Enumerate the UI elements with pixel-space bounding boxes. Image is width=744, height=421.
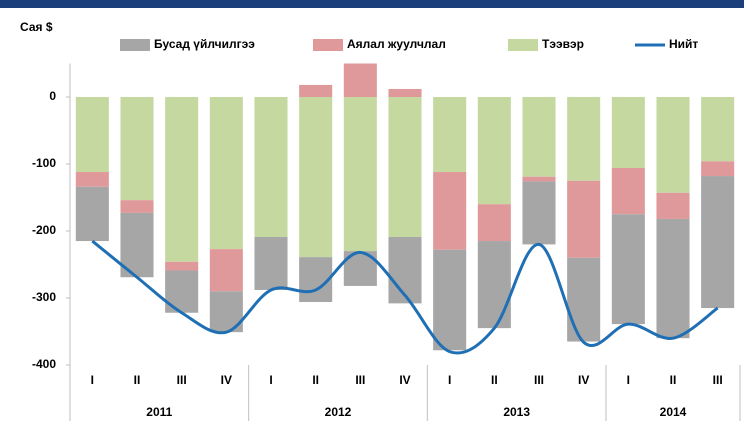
- bar-segment: [701, 97, 735, 162]
- x-tick-label: I: [91, 373, 94, 387]
- x-group-label: 2011: [146, 405, 172, 419]
- bar-segment: [75, 186, 109, 242]
- header-banner: [0, 0, 744, 8]
- bar-segment: [299, 84, 333, 97]
- bar-segment: [611, 214, 645, 325]
- bar-segment: [388, 88, 422, 97]
- total-line: [91, 239, 719, 355]
- bar-segment: [701, 176, 735, 309]
- x-group-label: 2012: [325, 405, 352, 419]
- bar-segment: [567, 97, 601, 181]
- x-tick-label: II: [670, 373, 677, 387]
- bar-segment: [209, 249, 243, 292]
- x-tick-label: I: [269, 373, 272, 387]
- bar-segment: [75, 97, 109, 173]
- bar-segment: [611, 168, 645, 215]
- bar-segment: [433, 97, 467, 173]
- x-tick-label: I: [627, 373, 630, 387]
- y-tick-label: -300: [32, 290, 56, 304]
- x-tick-label: III: [355, 373, 365, 387]
- bar-segment: [433, 172, 467, 250]
- bar-segment: [75, 172, 109, 187]
- bar-segment: [656, 192, 690, 219]
- bar-segment: [567, 180, 601, 258]
- legend-label: Бусад үйлчилгээ: [154, 37, 255, 51]
- bar-segment: [701, 161, 735, 177]
- bar-segment: [477, 204, 511, 242]
- x-tick-label: III: [177, 373, 187, 387]
- y-tick-label: -400: [32, 357, 56, 371]
- bar-segment: [388, 97, 422, 238]
- bar-segment: [343, 63, 377, 97]
- y-axis-label: Сая $: [20, 20, 53, 34]
- x-tick-label: III: [713, 373, 723, 387]
- bar-segment: [254, 97, 288, 238]
- bar-segment: [120, 97, 154, 201]
- bar-segment: [120, 200, 154, 213]
- y-tick-label: 0: [49, 89, 56, 103]
- legend-label: Нийт: [669, 37, 698, 51]
- bar-segment: [209, 97, 243, 250]
- legend-swatch: [120, 39, 150, 51]
- bar-segment: [165, 261, 199, 271]
- x-group-label: 2013: [503, 405, 530, 419]
- x-tick-label: II: [134, 373, 141, 387]
- bar-segment: [477, 241, 511, 329]
- bar-segment: [522, 181, 556, 245]
- legend-label: Тээвэр: [542, 37, 584, 51]
- x-tick-label: I: [448, 373, 451, 387]
- bar-segment: [254, 237, 288, 290]
- x-tick-label: IV: [399, 373, 410, 387]
- y-tick-label: -100: [32, 156, 56, 170]
- x-tick-label: II: [491, 373, 498, 387]
- bar-segment: [343, 97, 377, 252]
- bar-segment: [477, 97, 511, 205]
- x-tick-label: III: [534, 373, 544, 387]
- x-group-label: 2014: [660, 405, 687, 419]
- bar-segment: [522, 176, 556, 182]
- bar-segment: [299, 97, 333, 258]
- legend-swatch: [508, 39, 538, 51]
- legend-swatch: [313, 39, 343, 51]
- x-tick-label: IV: [221, 373, 232, 387]
- x-tick-label: IV: [578, 373, 589, 387]
- x-tick-label: II: [312, 373, 319, 387]
- bar-segment: [656, 97, 690, 193]
- bar-segment: [522, 97, 556, 177]
- bar-segment: [567, 257, 601, 342]
- bar-segment: [388, 237, 422, 304]
- bar-segment: [611, 97, 645, 169]
- legend-label: Аялал жуулчлал: [347, 37, 446, 51]
- bar-segment: [433, 249, 467, 351]
- bar-segment: [165, 97, 199, 262]
- y-tick-label: -200: [32, 223, 56, 237]
- bar-segment: [656, 218, 690, 339]
